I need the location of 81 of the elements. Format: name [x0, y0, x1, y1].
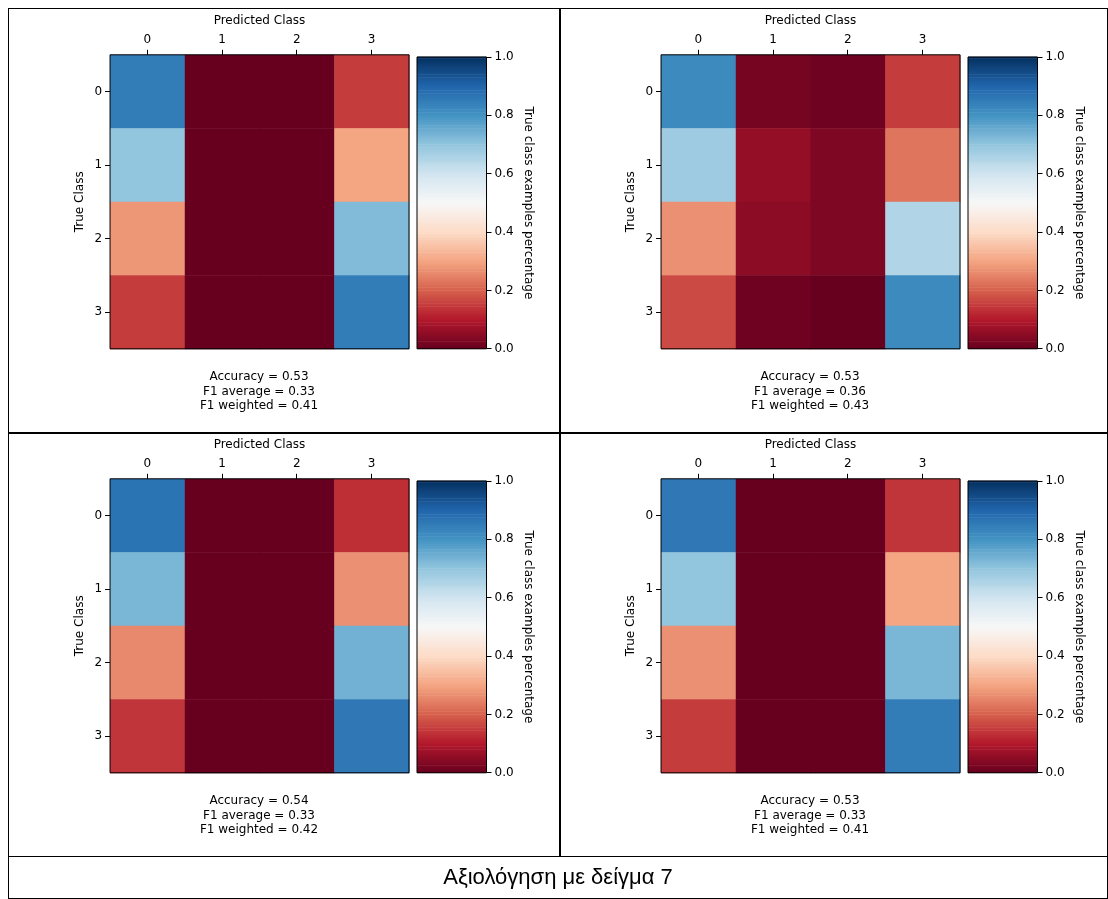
- color-bar-label: 0.6: [494, 165, 514, 180]
- color-bar-label: 0.8: [1045, 531, 1065, 546]
- x-axis-title: Predicted Class: [213, 13, 306, 28]
- text: Accuracy = 0.53: [760, 369, 860, 383]
- y-axis-title: True Class: [72, 171, 87, 234]
- text: F1 weighted = 0.42: [199, 822, 319, 836]
- x-tick-label: 1: [218, 31, 226, 46]
- color-bar-label: 1.0: [1045, 49, 1065, 64]
- x-tick-label: 0: [694, 31, 703, 46]
- color-bar-label: 0.0: [494, 764, 514, 779]
- y-tick-label: 2: [645, 230, 654, 245]
- color-bar-label: 0.4: [1045, 648, 1065, 663]
- x-tick-label: 1: [769, 455, 777, 470]
- color-bar-label: 0.6: [494, 589, 514, 604]
- color-bar-title: True class examples percentage: [1072, 529, 1087, 724]
- text: F1 weighted = 0.43: [750, 398, 870, 412]
- y-tick-label: 0: [645, 83, 654, 98]
- y-tick-label: 2: [94, 654, 103, 669]
- y-tick-label: 0: [94, 507, 103, 522]
- color-bar-label: 0.4: [494, 648, 514, 663]
- color-bar-label: 0.8: [494, 107, 514, 122]
- color-bar-label: 0.8: [494, 531, 514, 546]
- color-bar-label: 1.0: [1045, 473, 1065, 488]
- y-axis-title: True Class: [72, 595, 87, 658]
- x-tick-label: 3: [367, 455, 376, 470]
- text: Accuracy = 0.53: [209, 369, 309, 383]
- x-tick-label: 2: [844, 455, 852, 470]
- x-tick-label: 2: [293, 31, 301, 46]
- x-tick-label: 2: [293, 455, 301, 470]
- y-tick-label: 1: [94, 581, 103, 596]
- text: Accuracy = 0.53: [760, 793, 860, 807]
- color-bar-label: 0.4: [494, 224, 514, 239]
- x-tick-label: 1: [218, 455, 226, 470]
- x-axis-title: Predicted Class: [764, 437, 857, 452]
- text: F1 average = 0.36: [754, 383, 866, 398]
- text: F1 weighted = 0.41: [199, 398, 319, 412]
- color-bar-title: True class examples percentage: [521, 529, 536, 724]
- color-bar-label: 0.4: [1045, 224, 1065, 239]
- y-tick-label: 0: [645, 507, 654, 522]
- color-bar-label: 0.2: [1045, 706, 1065, 721]
- x-tick-label: 1: [769, 31, 777, 46]
- x-tick-label: 0: [694, 455, 703, 470]
- text: F1 average = 0.33: [203, 807, 315, 822]
- color-bar-label: 0.6: [1045, 589, 1065, 604]
- x-tick-label: 3: [367, 31, 376, 46]
- color-bar-label: 1.0: [494, 473, 514, 488]
- y-tick-label: 3: [94, 728, 103, 743]
- text: F1 weighted = 0.41: [750, 822, 870, 836]
- y-tick-label: 1: [94, 157, 103, 172]
- color-bar-label: 0.2: [494, 706, 514, 721]
- color-bar-label: 0.6: [1045, 165, 1065, 180]
- y-tick-label: 2: [94, 230, 103, 245]
- color-bar-label: 0.2: [1045, 282, 1065, 297]
- y-tick-label: 0: [94, 83, 103, 98]
- color-bar-label: 1.0: [494, 49, 514, 64]
- color-bar-label: 0.8: [1045, 107, 1065, 122]
- y-tick-label: 3: [645, 728, 654, 743]
- text: Accuracy = 0.54: [209, 793, 309, 807]
- x-tick-label: 3: [918, 455, 927, 470]
- y-tick-label: 2: [645, 654, 654, 669]
- color-bar-title: True class examples percentage: [521, 105, 536, 300]
- x-tick-label: 0: [143, 455, 152, 470]
- y-tick-label: 1: [645, 157, 654, 172]
- y-tick-label: 1: [645, 581, 654, 596]
- x-tick-label: 0: [143, 31, 152, 46]
- x-axis-title: Predicted Class: [213, 437, 306, 452]
- y-tick-label: 3: [94, 304, 103, 319]
- color-bar-label: 0.0: [494, 340, 514, 355]
- text: F1 average = 0.33: [203, 383, 315, 398]
- color-bar-label: 0.0: [1045, 340, 1065, 355]
- color-bar-label: 0.0: [1045, 764, 1065, 779]
- y-tick-label: 3: [645, 304, 654, 319]
- color-bar-label: 0.2: [494, 282, 514, 297]
- text: F1 average = 0.33: [754, 807, 866, 822]
- x-tick-label: 3: [918, 31, 927, 46]
- color-bar-title: True class examples percentage: [1072, 105, 1087, 300]
- x-tick-label: 2: [844, 31, 852, 46]
- text: Αξιολόγηση με δείγμα 7: [8, 856, 1108, 899]
- y-axis-title: True Class: [623, 595, 638, 658]
- x-axis-title: Predicted Class: [764, 13, 857, 28]
- y-axis-title: True Class: [623, 171, 638, 234]
